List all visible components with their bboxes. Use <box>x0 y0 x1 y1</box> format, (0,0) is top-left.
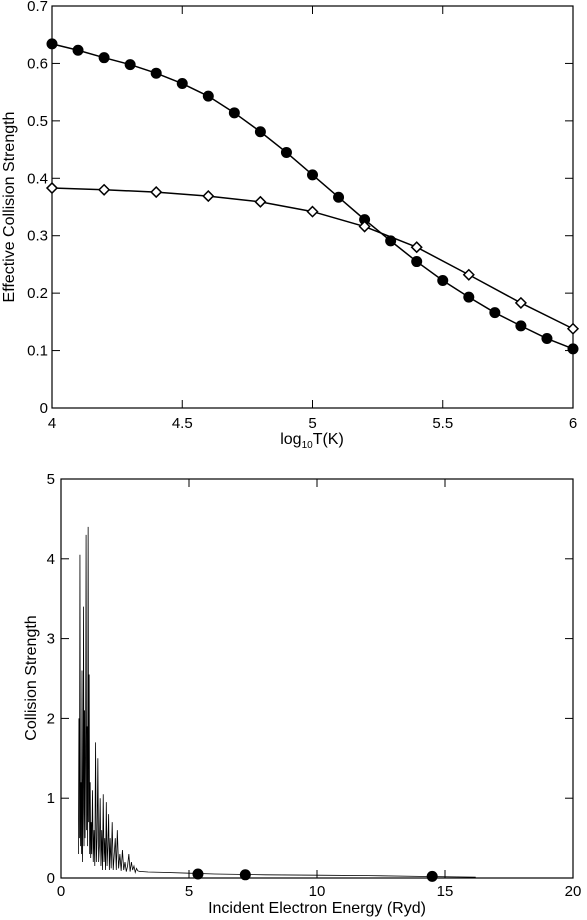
axis-ticks <box>60 478 574 879</box>
series-0-line <box>78 526 476 878</box>
y-axis-label: Effective Collision Strength <box>1 112 18 303</box>
y-tick-label: 0.5 <box>27 113 48 130</box>
series-0-point <box>489 307 501 319</box>
series-1-point <box>358 220 371 233</box>
x-tick-label: 15 <box>437 883 454 900</box>
series-1-point <box>45 181 59 195</box>
series-0-point <box>307 169 318 181</box>
series-1-point <box>98 183 111 196</box>
series-1-point <box>239 869 251 881</box>
x-axis-label-subscript: 10 <box>302 440 314 451</box>
x-axis-label: Incident Electron Energy (Ryd) <box>208 900 426 917</box>
series-0-point <box>541 333 553 345</box>
series-0-point <box>411 256 423 268</box>
series-0-point <box>280 146 292 158</box>
tick-labels: 4 4.5 5 5.5 6 0 0.1 0.2 0.3 0.4 0.5 0.6 0.7 <box>27 0 577 432</box>
series-0-point <box>202 90 214 102</box>
series-1-point <box>150 186 163 199</box>
y-tick-label: 0.6 <box>27 55 48 72</box>
series-0-line <box>51 43 574 350</box>
effective-collision-strength-chart: 4 4.5 5 5.5 6 0 0.1 0.2 0.3 0.4 0.5 0.6 0.7 Effectiv… <box>1 0 580 451</box>
series-0-point <box>228 107 240 119</box>
y-tick-label: 1 <box>47 790 55 807</box>
series-markers <box>45 38 580 355</box>
series-1-point <box>202 190 215 203</box>
collision-strength-chart: 0 5 10 15 20 0 1 2 3 4 5 Collision Strength Incide… <box>23 471 581 917</box>
y-tick-label: 0 <box>47 870 55 887</box>
y-tick-label: 4 <box>47 551 55 568</box>
series-0-point <box>254 126 266 138</box>
x-tick-label: 20 <box>565 883 582 900</box>
x-tick-label: 6 <box>569 415 577 432</box>
x-tick-label: 0 <box>57 883 65 900</box>
y-tick-label: 0.7 <box>27 0 48 15</box>
tick-labels: 0 5 10 15 20 0 1 2 3 4 5 <box>47 471 582 900</box>
series-1-point <box>462 268 475 281</box>
x-tick-label: 4 <box>48 415 56 432</box>
series-1-point <box>426 870 438 882</box>
x-tick-label: 5.5 <box>432 415 453 432</box>
y-tick-label: 5 <box>47 471 55 488</box>
series-lines <box>51 43 574 350</box>
series-0-point <box>437 275 449 287</box>
x-tick-label: 4.5 <box>172 415 193 432</box>
series-1-point <box>192 868 204 880</box>
y-tick-label: 0 <box>40 400 48 417</box>
series-0-point <box>46 38 58 50</box>
series-0-point <box>567 343 579 355</box>
y-tick-label: 3 <box>47 631 55 648</box>
plot-frame <box>60 478 574 879</box>
series-0-point <box>515 320 527 332</box>
series-0-point <box>98 52 110 64</box>
series-0-point <box>176 78 188 90</box>
series-markers <box>192 868 438 882</box>
series-1-point <box>566 322 580 335</box>
y-axis-label: Collision Strength <box>23 615 40 740</box>
series-1-point <box>254 195 267 208</box>
x-axis-label-prefix: log <box>280 431 301 448</box>
y-tick-label: 0.1 <box>27 343 48 360</box>
series-0-point <box>72 44 84 56</box>
series-1-point <box>410 241 423 254</box>
series-0-point <box>463 291 475 303</box>
y-tick-label: 0.4 <box>27 170 48 187</box>
y-tick-label: 0.3 <box>27 228 48 245</box>
x-tick-label: 10 <box>309 883 326 900</box>
x-tick-label: 5 <box>308 415 316 432</box>
y-tick-label: 2 <box>47 710 55 727</box>
series-0-point <box>124 59 136 71</box>
x-axis-label: log10T(K) <box>280 431 344 451</box>
x-tick-label: 5 <box>185 883 193 900</box>
series-0-point <box>333 191 345 203</box>
x-axis-label-suffix: T(K) <box>313 431 344 448</box>
series-1-point <box>306 205 319 218</box>
series-lines <box>78 526 476 878</box>
series-0-point <box>150 67 162 79</box>
axis-ticks <box>51 5 574 409</box>
series-0-point <box>385 235 397 247</box>
y-tick-label: 0.2 <box>27 285 48 302</box>
series-1-point <box>514 296 527 309</box>
